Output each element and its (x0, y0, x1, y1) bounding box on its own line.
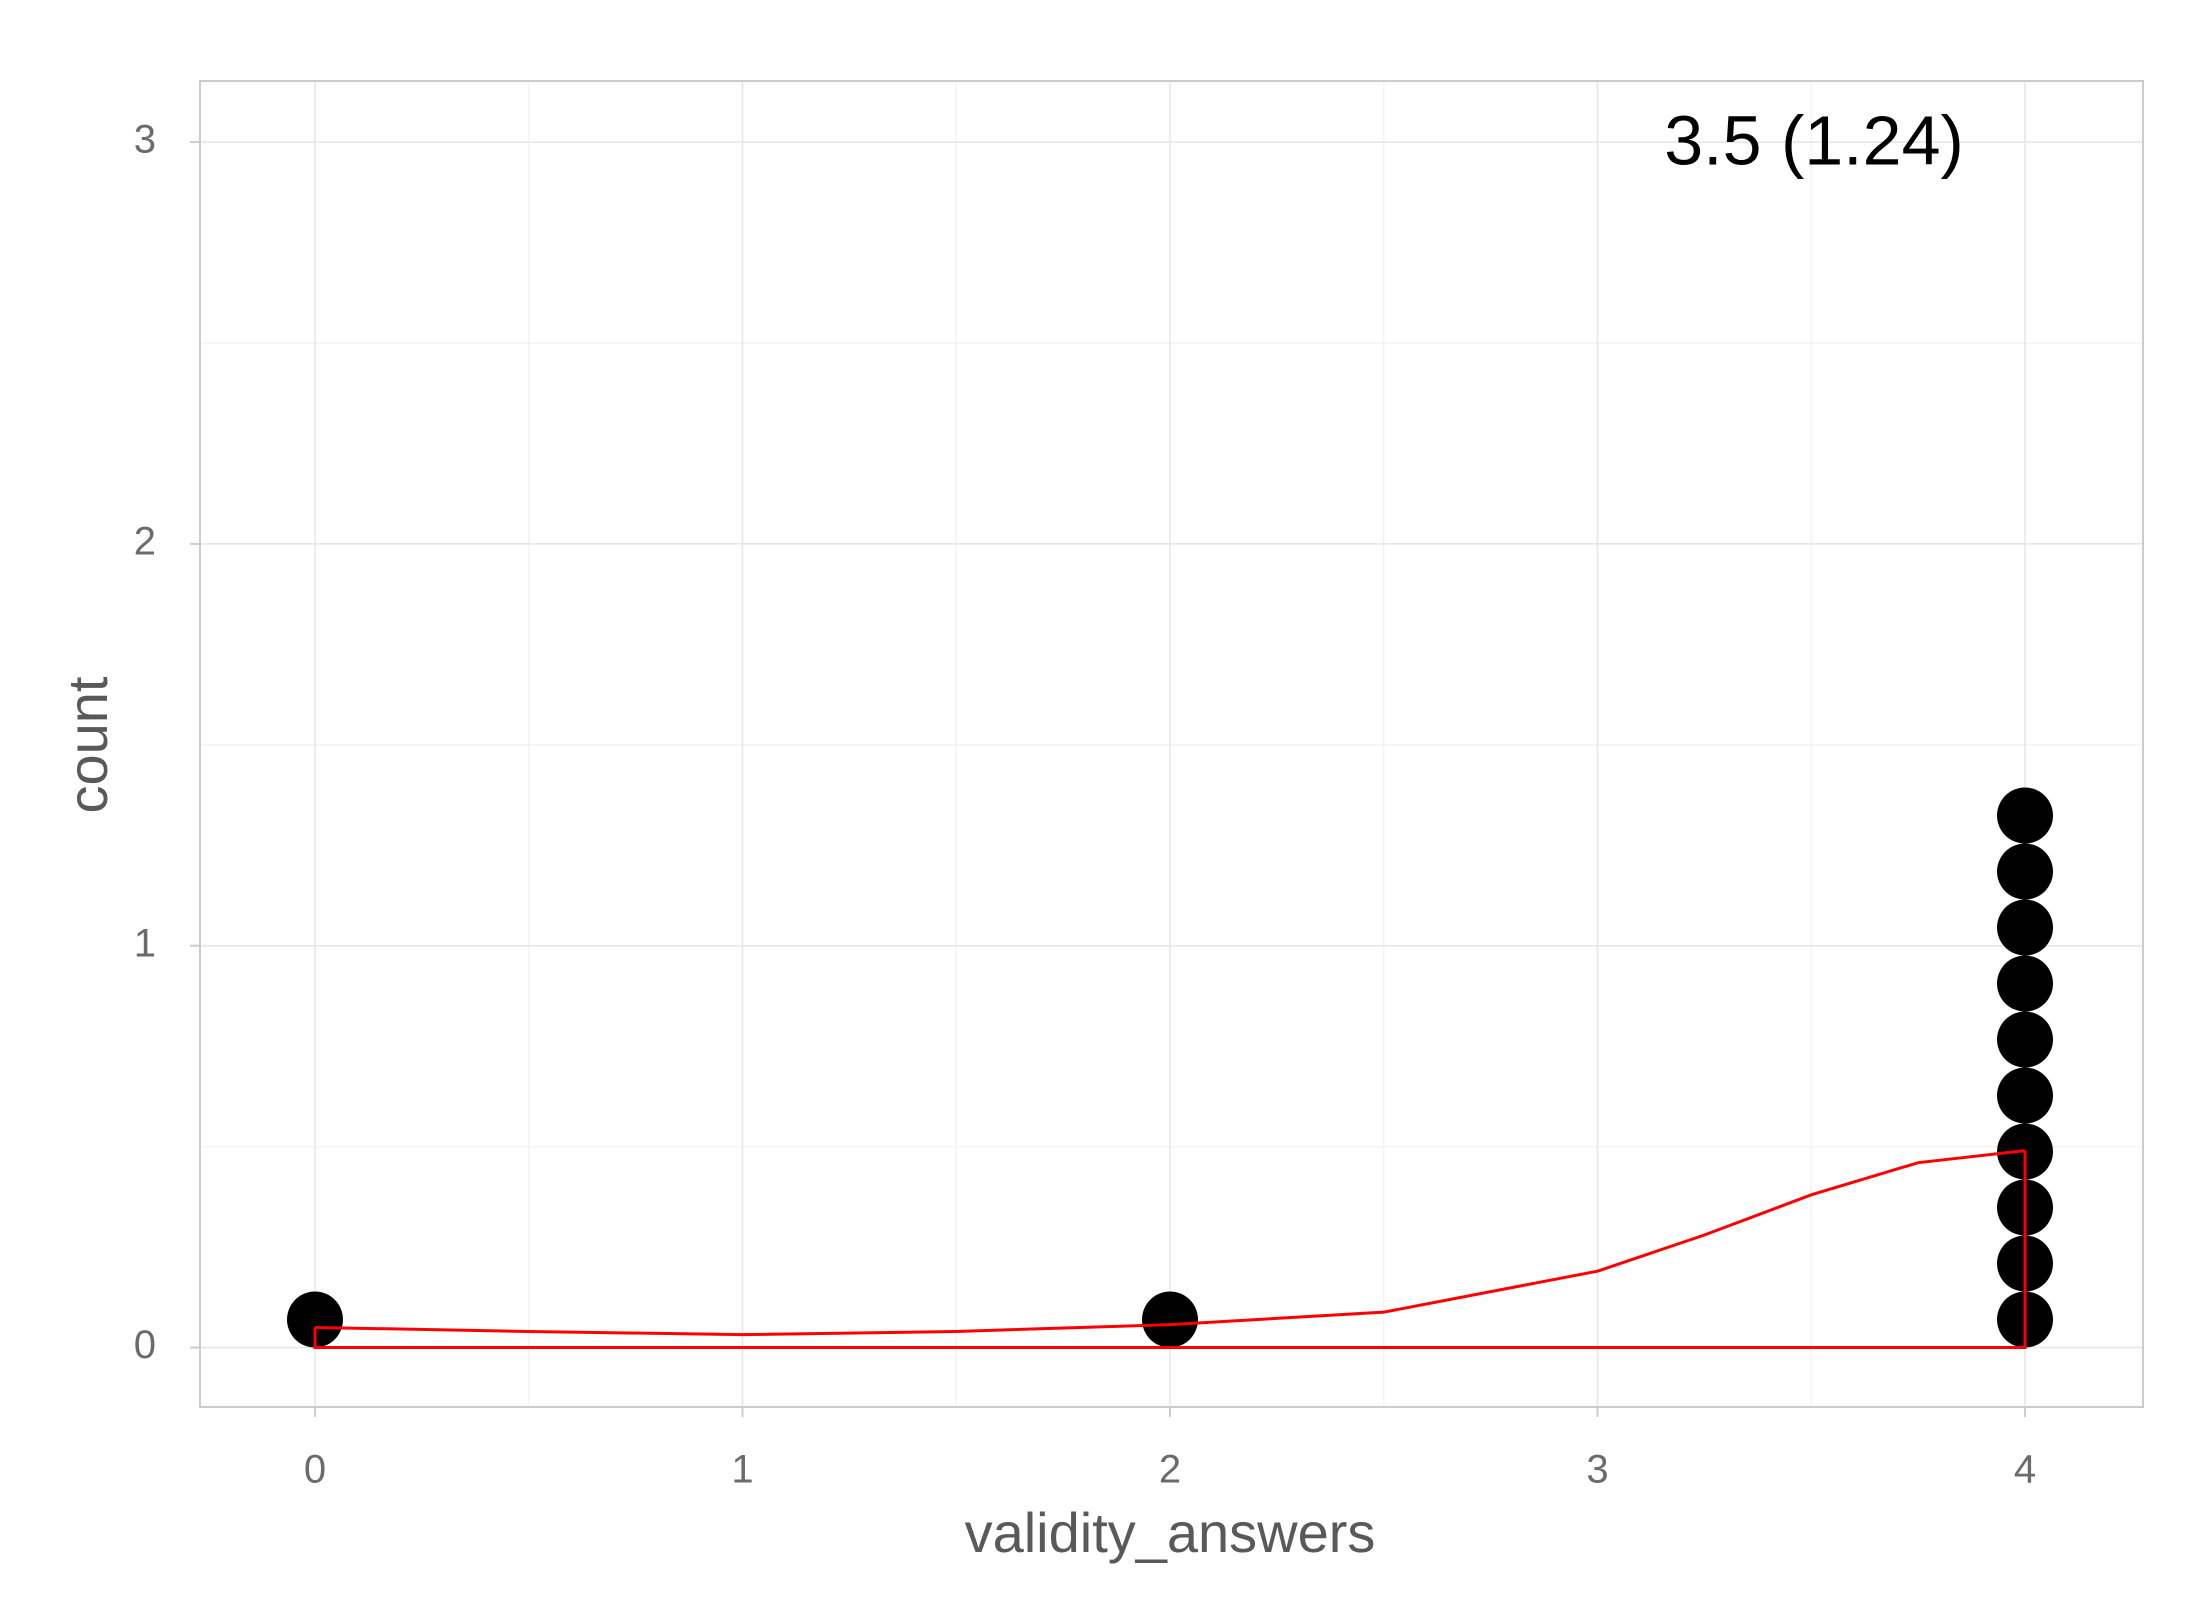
y-tick-label: 2 (134, 519, 156, 563)
dot (1997, 787, 2054, 844)
y-tick-label: 0 (134, 1323, 156, 1367)
x-tick-label: 2 (1159, 1448, 1181, 1492)
density-curve (314, 1149, 2026, 1337)
y-tick-label: 3 (134, 118, 156, 162)
x-axis-title: validity_answers (965, 1501, 1376, 1564)
x-tick-label: 1 (731, 1448, 753, 1492)
y-tick-label: 1 (134, 921, 156, 965)
dot (1997, 1067, 2054, 1124)
dot (1142, 1291, 1199, 1348)
dot (1997, 1011, 2054, 1068)
x-tick-label: 3 (1586, 1448, 1608, 1492)
dot (286, 1291, 343, 1348)
panel-border (199, 80, 2144, 1408)
dot (1997, 899, 2054, 956)
dot (1997, 955, 2054, 1012)
y-axis-title: count (56, 676, 119, 813)
x-tick-label: 0 (304, 1448, 326, 1492)
x-tick-label: 4 (2014, 1448, 2036, 1492)
annotation: 3.5 (1.24) (1664, 101, 1964, 179)
density-baseline (313, 1150, 2027, 1350)
dot (1997, 843, 2054, 900)
